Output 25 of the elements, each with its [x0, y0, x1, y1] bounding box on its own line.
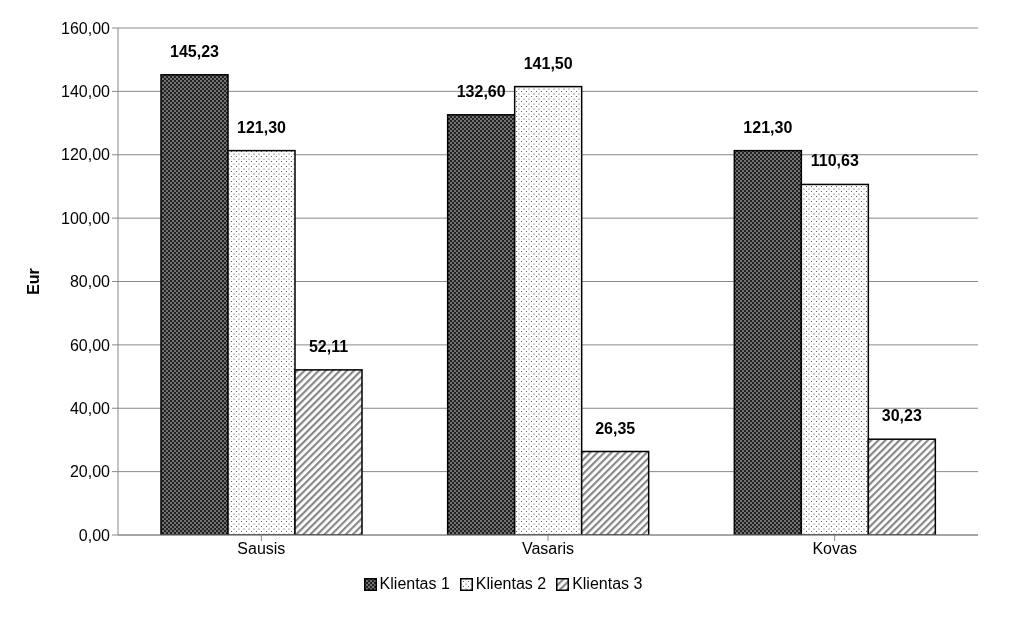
y-tick-label: 20,00: [69, 463, 111, 481]
legend-label: Klientas 1: [379, 575, 450, 593]
y-tick-label: 80,00: [69, 273, 111, 291]
y-tick-label: 40,00: [69, 399, 111, 417]
y-tick-label: 160,00: [61, 19, 111, 37]
data-label: 132,60: [456, 82, 506, 100]
x-tick-label: Vasaris: [521, 540, 575, 558]
data-label: 26,35: [595, 419, 636, 437]
y-tick-label: 60,00: [69, 336, 111, 354]
y-tick-label: 100,00: [61, 209, 111, 227]
data-label: 121,30: [743, 118, 793, 136]
x-tick-label: Sausis: [237, 540, 286, 558]
data-label: 141,50: [523, 54, 573, 72]
y-axis-title: Eur: [24, 268, 42, 295]
data-label: 145,23: [170, 42, 220, 60]
data-label: 30,23: [881, 407, 922, 425]
y-tick-label: 0,00: [78, 526, 111, 544]
data-label: 52,11: [308, 337, 349, 355]
legend-label: Klientas 2: [475, 575, 547, 593]
data-label: 110,63: [810, 152, 859, 170]
y-tick-label: 120,00: [61, 146, 111, 164]
legend-label: Klientas 3: [572, 575, 643, 593]
y-tick-label: 140,00: [61, 83, 111, 101]
x-tick-label: Kovas: [812, 540, 857, 558]
data-label: 121,30: [237, 118, 287, 136]
